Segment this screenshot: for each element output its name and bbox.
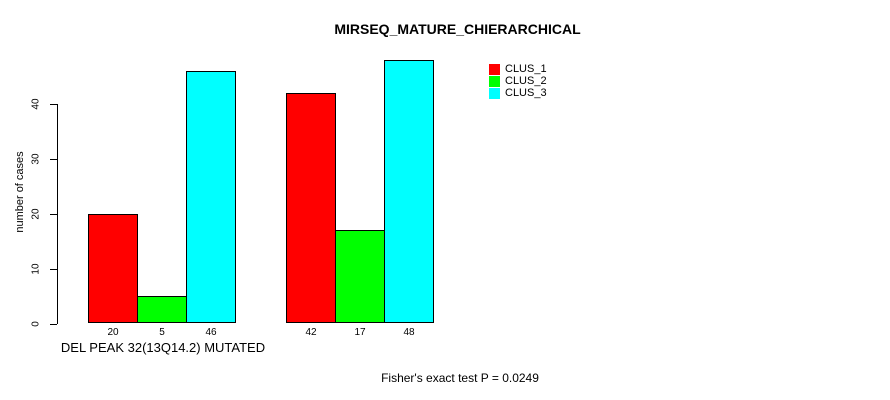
y-tick-label: 0 xyxy=(30,320,42,327)
y-tick-label: 40 xyxy=(30,98,42,110)
chart-title: MIRSEQ_MATURE_CHIERARCHICAL xyxy=(334,21,581,37)
fisher-test-annotation: Fisher's exact test P = 0.0249 xyxy=(381,371,539,385)
y-axis-label: number of cases xyxy=(14,151,26,233)
y-tick-label: 20 xyxy=(30,208,42,220)
bar-clus_2-group1 xyxy=(137,296,187,324)
legend: CLUS_1 CLUS_2 CLUS_3 xyxy=(489,63,547,100)
y-axis-tick xyxy=(50,268,57,270)
legend-swatch-icon xyxy=(489,76,500,88)
bar-value-label: 46 xyxy=(205,326,217,338)
legend-item: CLUS_3 xyxy=(489,88,547,100)
bar-clus_2-group2 xyxy=(335,230,385,324)
y-axis-tick xyxy=(50,213,57,215)
legend-swatch-icon xyxy=(489,63,500,75)
bar-clus_3-group2 xyxy=(384,60,434,324)
bar-value-label: 48 xyxy=(403,326,415,338)
legend-label: CLUS_3 xyxy=(505,87,547,100)
bar-clus_1-group2 xyxy=(286,93,336,324)
legend-item: CLUS_1 xyxy=(489,63,547,75)
legend-item: CLUS_2 xyxy=(489,75,547,88)
y-axis-tick xyxy=(50,159,57,161)
legend-label: CLUS_1 xyxy=(505,62,547,75)
y-tick-label: 30 xyxy=(30,153,42,165)
bar-clus_1-group1 xyxy=(88,213,138,324)
legend-label: CLUS_2 xyxy=(505,75,547,88)
bar-value-label: 42 xyxy=(305,326,317,338)
y-axis-line xyxy=(57,104,58,325)
legend-swatch-icon xyxy=(489,88,500,100)
y-axis-tick xyxy=(50,323,57,325)
bar-clus_3-group1 xyxy=(186,71,236,324)
bar-value-label: 17 xyxy=(354,326,366,338)
y-axis-tick xyxy=(50,104,57,106)
bar-value-label: 5 xyxy=(159,326,165,338)
bar-value-label: 20 xyxy=(107,326,119,338)
y-tick-label: 10 xyxy=(30,263,42,275)
x-axis-label: DEL PEAK 32(13Q14.2) MUTATED xyxy=(60,340,266,355)
